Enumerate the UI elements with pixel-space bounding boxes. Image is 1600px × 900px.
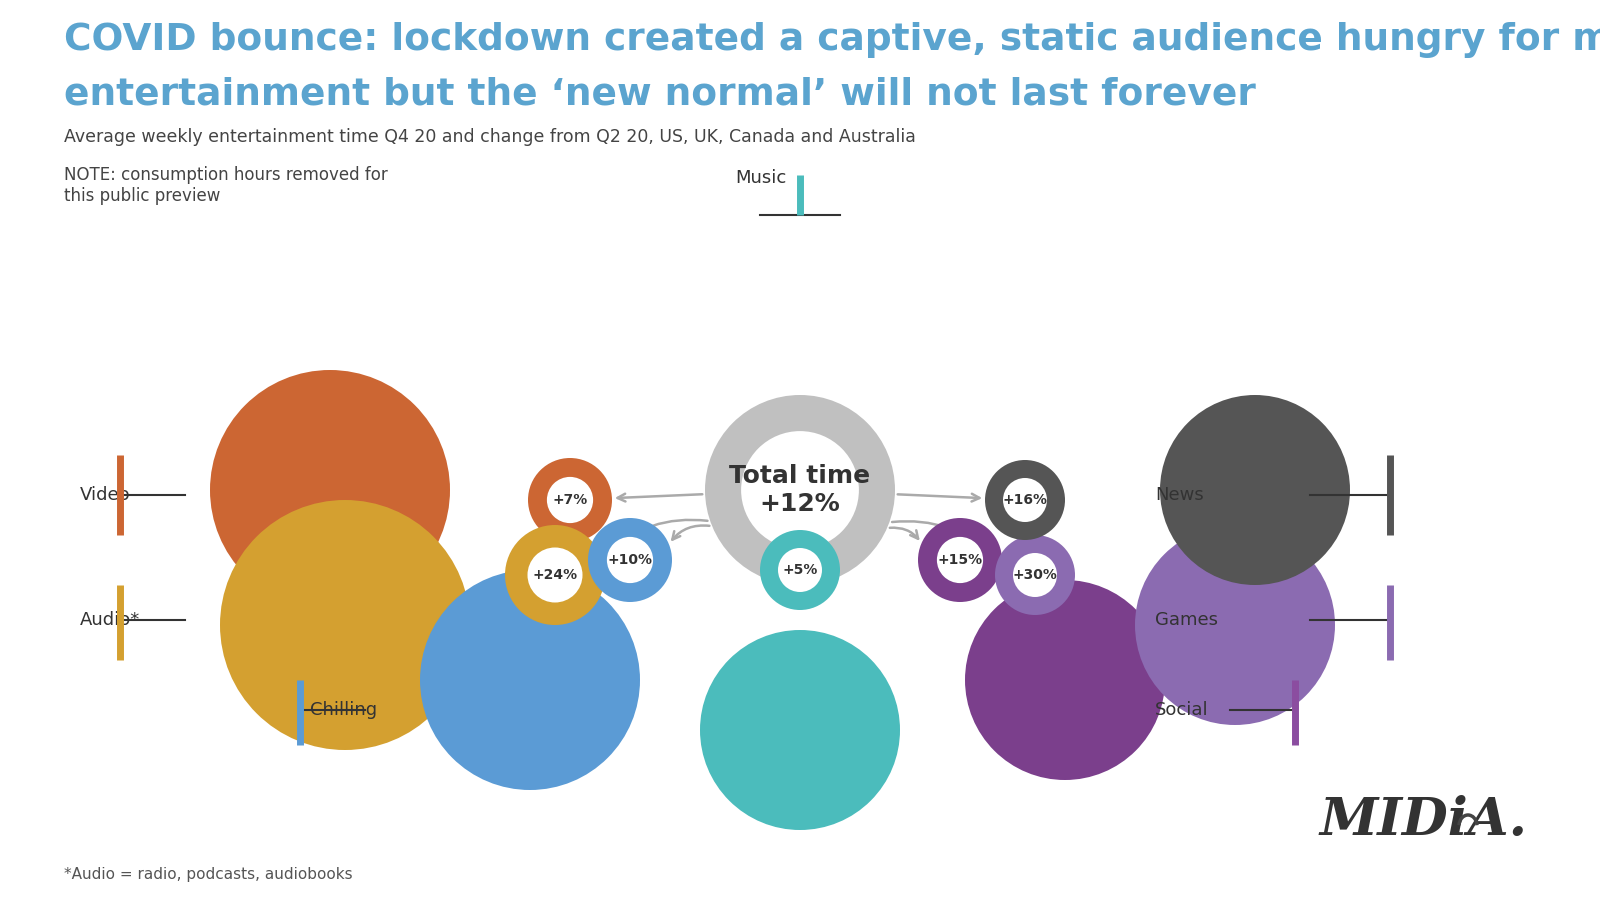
Text: +7%: +7% [552, 493, 587, 507]
Text: +24%: +24% [533, 568, 578, 582]
Circle shape [589, 518, 672, 602]
Circle shape [1160, 395, 1350, 585]
Circle shape [1003, 478, 1046, 522]
Text: +15%: +15% [938, 553, 982, 567]
Circle shape [506, 525, 605, 625]
Circle shape [528, 547, 582, 602]
Text: Games: Games [1155, 611, 1218, 629]
Circle shape [547, 477, 594, 523]
Circle shape [706, 395, 894, 585]
Text: Video: Video [80, 486, 131, 504]
Text: Audio*: Audio* [80, 611, 141, 629]
Text: +30%: +30% [1013, 568, 1058, 582]
Circle shape [995, 535, 1075, 615]
Text: Average weekly entertainment time Q4 20 and change from Q2 20, US, UK, Canada an: Average weekly entertainment time Q4 20 … [64, 128, 915, 146]
Text: News: News [1155, 486, 1203, 504]
Text: entertainment but the ‘new normal’ will not last forever: entertainment but the ‘new normal’ will … [64, 76, 1256, 112]
Text: *Audio = radio, podcasts, audiobooks: *Audio = radio, podcasts, audiobooks [64, 867, 352, 882]
Circle shape [419, 570, 640, 790]
Circle shape [965, 580, 1165, 780]
Circle shape [986, 460, 1066, 540]
Circle shape [210, 370, 450, 610]
Text: +16%: +16% [1003, 493, 1048, 507]
Text: Music: Music [734, 169, 786, 187]
Circle shape [221, 500, 470, 750]
Circle shape [741, 431, 859, 549]
Text: COVID bounce: lockdown created a captive, static audience hungry for more: COVID bounce: lockdown created a captive… [64, 22, 1600, 58]
Text: +10%: +10% [608, 553, 653, 567]
Circle shape [918, 518, 1002, 602]
Circle shape [760, 530, 840, 610]
Text: +5%: +5% [782, 563, 818, 577]
Circle shape [1134, 525, 1334, 725]
Circle shape [528, 458, 611, 542]
Text: Chilling: Chilling [310, 701, 378, 719]
Circle shape [778, 548, 822, 592]
Text: NOTE: consumption hours removed for
this public preview: NOTE: consumption hours removed for this… [64, 166, 387, 205]
Text: Total time
+12%: Total time +12% [730, 464, 870, 516]
Circle shape [701, 630, 899, 830]
Text: MIDiA.: MIDiA. [1320, 795, 1528, 845]
Text: Social: Social [1155, 701, 1208, 719]
Circle shape [938, 537, 982, 583]
Circle shape [1013, 553, 1058, 597]
Circle shape [606, 537, 653, 583]
